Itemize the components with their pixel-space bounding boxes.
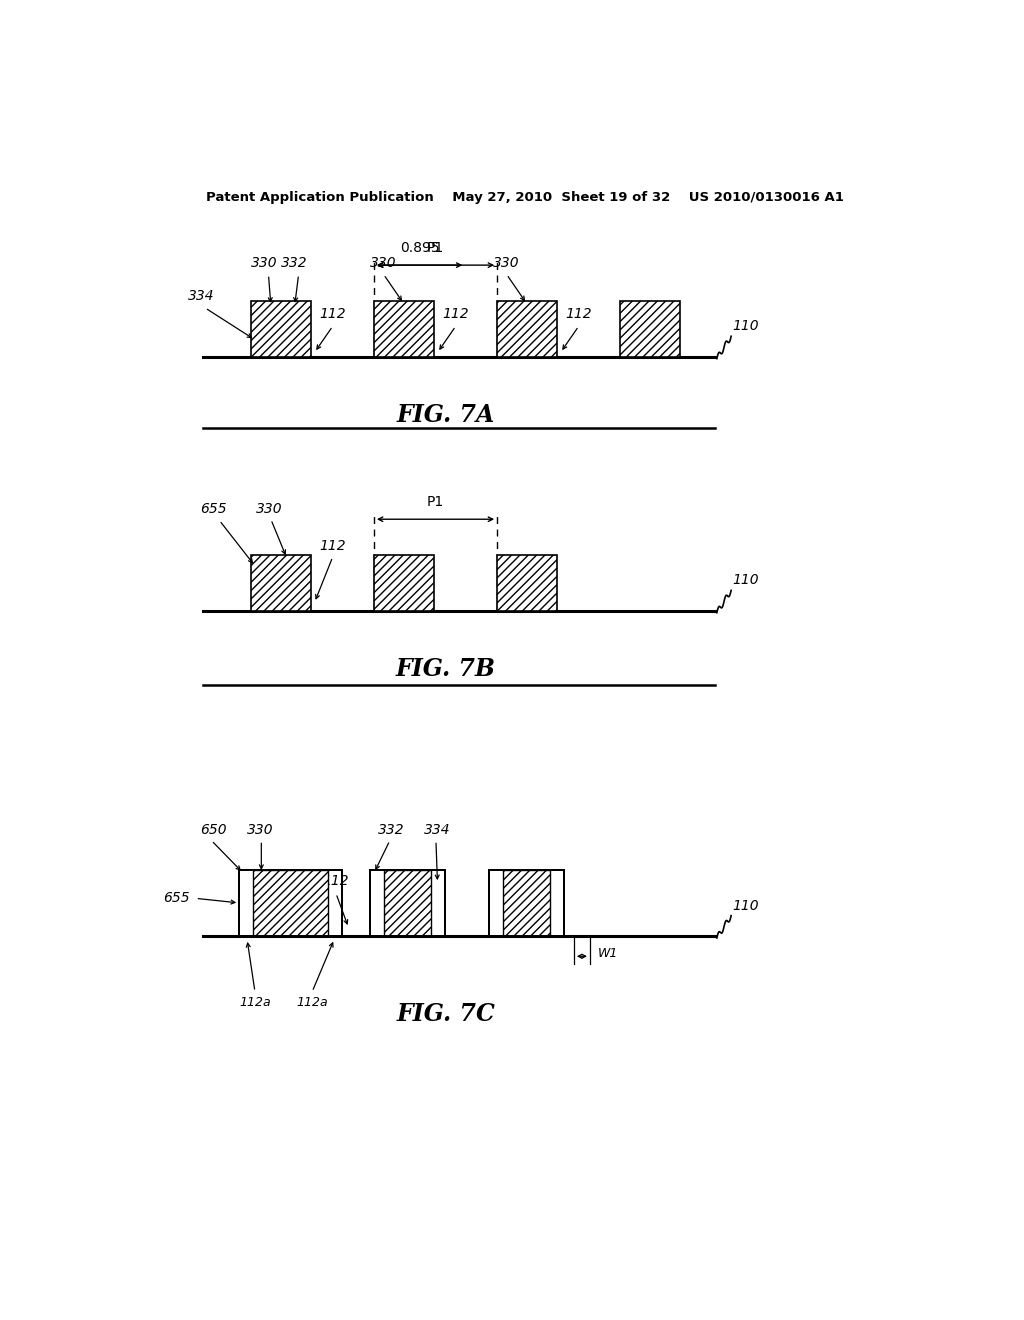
Text: FIG. 7B: FIG. 7B — [395, 656, 496, 681]
Text: 112: 112 — [319, 308, 346, 321]
Text: 112: 112 — [323, 874, 349, 888]
Bar — [374, 301, 433, 356]
Text: P1: P1 — [427, 242, 444, 255]
Bar — [620, 301, 680, 356]
Text: 0.895: 0.895 — [399, 242, 439, 255]
Bar — [497, 554, 557, 611]
Text: 655: 655 — [163, 891, 189, 906]
Text: 110: 110 — [733, 573, 760, 587]
Bar — [251, 301, 310, 356]
Text: Patent Application Publication    May 27, 2010  Sheet 19 of 32    US 2010/013001: Patent Application Publication May 27, 2… — [206, 190, 844, 203]
Text: 330: 330 — [251, 256, 278, 271]
Text: 334: 334 — [187, 289, 214, 302]
Text: 110: 110 — [733, 899, 760, 912]
Text: 332: 332 — [282, 256, 308, 271]
Bar — [384, 870, 431, 936]
Text: 330: 330 — [247, 824, 273, 837]
Text: 332: 332 — [378, 824, 404, 837]
Text: 330: 330 — [494, 256, 520, 271]
Text: 655: 655 — [201, 502, 227, 516]
Bar — [504, 870, 550, 936]
Bar — [240, 870, 342, 936]
Text: 112a: 112a — [296, 995, 328, 1008]
Bar — [251, 554, 310, 611]
Text: 112: 112 — [319, 539, 346, 553]
Bar — [370, 870, 445, 936]
Text: P1: P1 — [427, 495, 444, 510]
Text: FIG. 7A: FIG. 7A — [396, 403, 495, 426]
Text: 650: 650 — [201, 824, 227, 837]
Bar — [374, 554, 433, 611]
Text: 334: 334 — [424, 824, 451, 837]
Bar — [497, 301, 557, 356]
Text: 112a: 112a — [240, 995, 270, 1008]
Text: W1: W1 — [598, 946, 618, 960]
Bar — [489, 870, 564, 936]
Text: 110: 110 — [733, 319, 760, 333]
Bar — [489, 870, 564, 936]
Text: 112: 112 — [442, 308, 469, 321]
Text: 330: 330 — [371, 256, 397, 271]
Text: 330: 330 — [256, 502, 283, 516]
Text: FIG. 7C: FIG. 7C — [396, 1002, 495, 1026]
Bar — [240, 870, 342, 936]
Text: 112: 112 — [565, 308, 592, 321]
Bar — [370, 870, 445, 936]
Bar — [253, 870, 328, 936]
